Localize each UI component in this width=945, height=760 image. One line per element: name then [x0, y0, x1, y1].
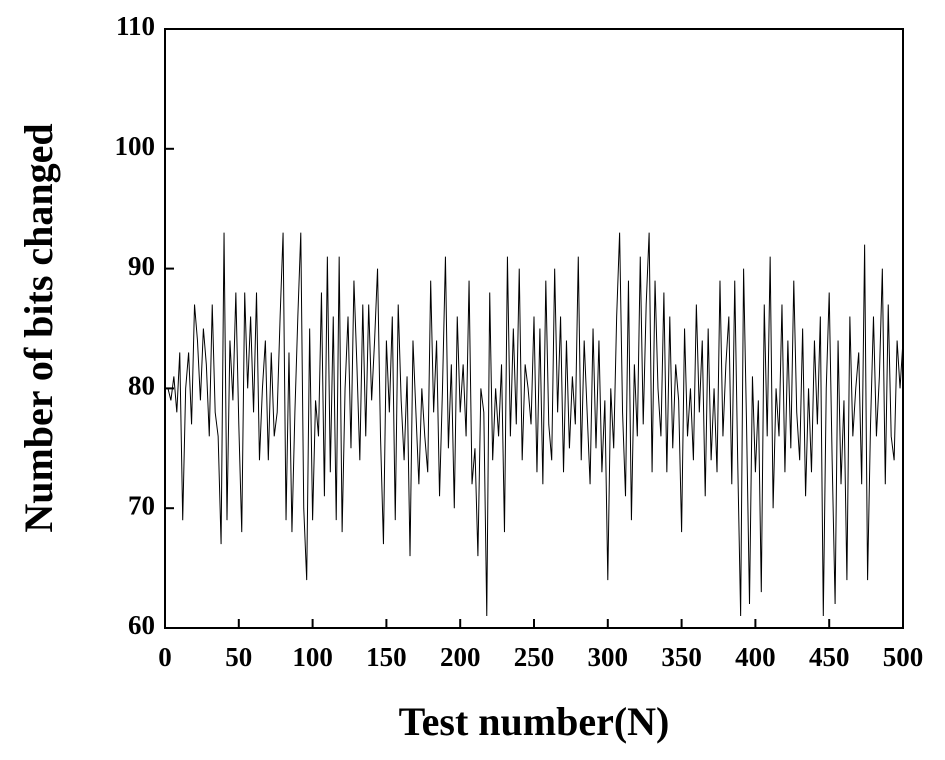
x-tick-label: 150 [366, 642, 407, 672]
x-tick-label: 0 [158, 642, 172, 672]
y-tick-label: 70 [128, 490, 155, 520]
x-tick-label: 100 [292, 642, 333, 672]
x-tick-label: 50 [225, 642, 252, 672]
data-line [167, 232, 904, 617]
x-tick-label: 250 [514, 642, 555, 672]
y-tick-label: 90 [128, 251, 155, 281]
x-tick-label: 350 [661, 642, 702, 672]
x-axis-label: Test number(N) [399, 699, 670, 744]
y-tick-label: 110 [116, 11, 155, 41]
x-tick-label: 450 [809, 642, 850, 672]
x-tick-label: 300 [588, 642, 629, 672]
y-tick-label: 80 [128, 371, 155, 401]
y-tick-label: 100 [115, 131, 156, 161]
y-tick-label: 60 [128, 610, 155, 640]
y-axis-label: Number of bits changed [16, 123, 61, 532]
x-tick-label: 200 [440, 642, 481, 672]
x-tick-label: 500 [883, 642, 924, 672]
x-tick-label: 400 [735, 642, 776, 672]
